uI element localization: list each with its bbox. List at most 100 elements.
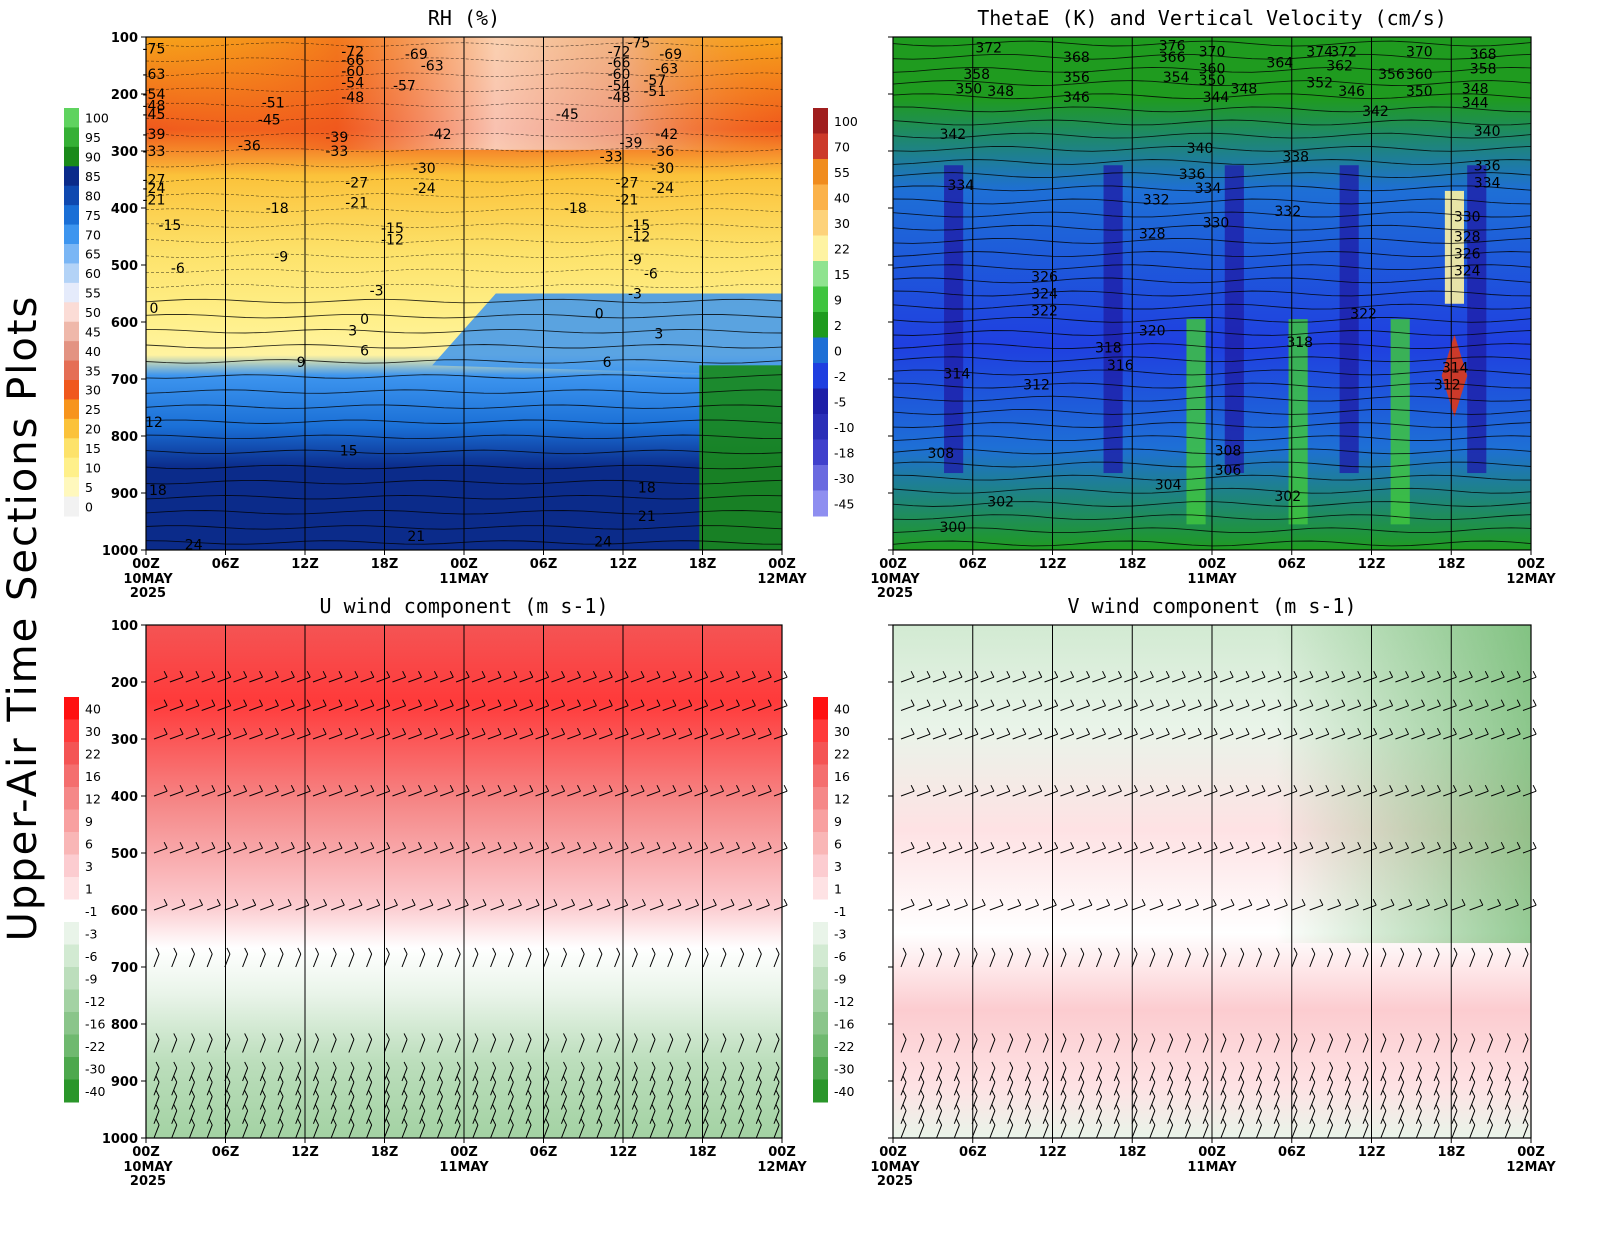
wind-barb	[1202, 904, 1217, 911]
wind-barb	[1202, 1082, 1209, 1096]
colorbar-label: 22	[85, 746, 101, 761]
wind-barb	[1267, 790, 1282, 797]
wind-barb	[1443, 705, 1457, 711]
wind-barb	[487, 847, 502, 854]
wind-barb	[1331, 790, 1345, 797]
wind-barb	[543, 1110, 550, 1124]
wind-barb-flag	[1240, 1075, 1245, 1083]
wind-barb-flag	[1437, 841, 1441, 849]
wind-barb-flag	[513, 841, 518, 849]
wind-barb-flag	[910, 670, 915, 678]
wind-barb-flag	[173, 1033, 178, 1040]
wind-barb	[419, 1082, 426, 1096]
wind-barb-flag	[1421, 699, 1425, 706]
wind-barb-flag	[1471, 947, 1476, 955]
wind-barb-flag	[163, 727, 168, 735]
wind-barb	[918, 1096, 925, 1110]
wind-barb-flag	[261, 1033, 266, 1040]
wind-barb-flag	[1437, 784, 1441, 792]
colorbar-label: -30	[85, 1061, 105, 1076]
contour-label: -66	[608, 56, 631, 72]
wind-barb	[1202, 1039, 1209, 1053]
wind-barb-flag	[191, 1033, 195, 1040]
wind-barb-flag	[920, 947, 925, 955]
wind-barb-flag	[656, 699, 661, 706]
wind-barb-flag	[783, 699, 788, 706]
wind-barb-flag	[1098, 1075, 1103, 1083]
wind-barb-flag	[509, 1075, 514, 1083]
wind-barb-flag	[783, 670, 788, 678]
wind-barb-flag	[1149, 670, 1154, 678]
wind-barb-flag	[492, 1033, 497, 1040]
wind-barb	[454, 1096, 461, 1110]
wind-barb-flag	[1452, 699, 1457, 706]
wind-barb	[1131, 1039, 1138, 1053]
wind-barb	[567, 733, 581, 740]
wind-barb-flag	[910, 699, 915, 706]
contour-label: 340	[1187, 141, 1214, 157]
wind-barb	[598, 847, 613, 854]
colorbar-swatch	[64, 166, 79, 187]
wind-barb-flag	[191, 947, 195, 955]
wind-barb	[1398, 953, 1405, 968]
wind-barb-flag	[1516, 699, 1521, 706]
contour-label: -18	[564, 201, 587, 217]
wind-barb	[649, 1039, 656, 1053]
wind-barb-flag	[651, 1033, 656, 1040]
wind-barb	[614, 1110, 621, 1124]
wind-barb	[667, 1096, 674, 1110]
wind-barb	[153, 1067, 160, 1082]
wind-barb	[1235, 676, 1250, 683]
wind-barb	[1184, 1124, 1191, 1139]
wind-barb	[508, 904, 522, 911]
wind-barb	[678, 676, 692, 683]
wind-barb-flag	[640, 699, 645, 706]
wind-barb	[1506, 705, 1521, 711]
colorbar-label: 80	[85, 188, 101, 203]
wind-barb	[614, 1082, 621, 1096]
wind-barb	[1220, 1082, 1227, 1096]
wind-barb	[1167, 1096, 1174, 1110]
wind-barb	[738, 904, 752, 911]
contour-label: 352	[1306, 76, 1333, 92]
wind-barb-flag	[261, 1104, 266, 1111]
wind-barb-flag	[991, 1104, 996, 1111]
wind-barb-flag	[1133, 947, 1138, 955]
y-tick-label: 600	[111, 904, 138, 919]
wind-barb-flag	[1293, 1033, 1298, 1040]
wind-barb	[1309, 1082, 1316, 1096]
wind-barb	[1060, 1067, 1067, 1082]
wind-barb-flag	[651, 1090, 656, 1097]
wind-barb-flag	[1070, 727, 1075, 735]
wind-barb	[1344, 1082, 1351, 1096]
wind-barb	[684, 1096, 691, 1110]
colorbar-swatch	[813, 261, 828, 287]
wind-barb-flag	[624, 784, 629, 792]
wind-barb	[1219, 847, 1234, 854]
wind-barb	[419, 1039, 426, 1053]
wind-barb	[649, 904, 664, 911]
wind-barb	[1331, 676, 1345, 683]
wind-barb-flag	[527, 1104, 532, 1111]
wind-barb-flag	[297, 947, 302, 955]
wind-barb	[757, 705, 772, 711]
colorbar-swatch	[813, 854, 828, 878]
wind-barb-flag	[290, 727, 295, 735]
wind-barb	[189, 904, 203, 911]
wind-barb-flag	[1390, 898, 1395, 906]
wind-barb-flag	[561, 699, 566, 706]
contour-label: 326	[1454, 247, 1481, 263]
wind-barb	[1504, 1124, 1511, 1139]
x-tick-label: 12Z	[1358, 1145, 1386, 1160]
wind-barb	[1078, 1039, 1085, 1053]
wind-barb-flag	[290, 841, 295, 849]
wind-barb-flag	[1408, 898, 1413, 906]
wind-barb	[1273, 953, 1280, 968]
wind-barb-flag	[1054, 670, 1059, 678]
wind-barb	[578, 1096, 585, 1110]
wind-barb-flag	[274, 841, 279, 849]
wind-barb-flag	[1277, 841, 1282, 849]
wind-barb	[720, 1096, 727, 1110]
colorbar-label: -3	[85, 926, 97, 941]
wind-barb	[1309, 1110, 1316, 1124]
